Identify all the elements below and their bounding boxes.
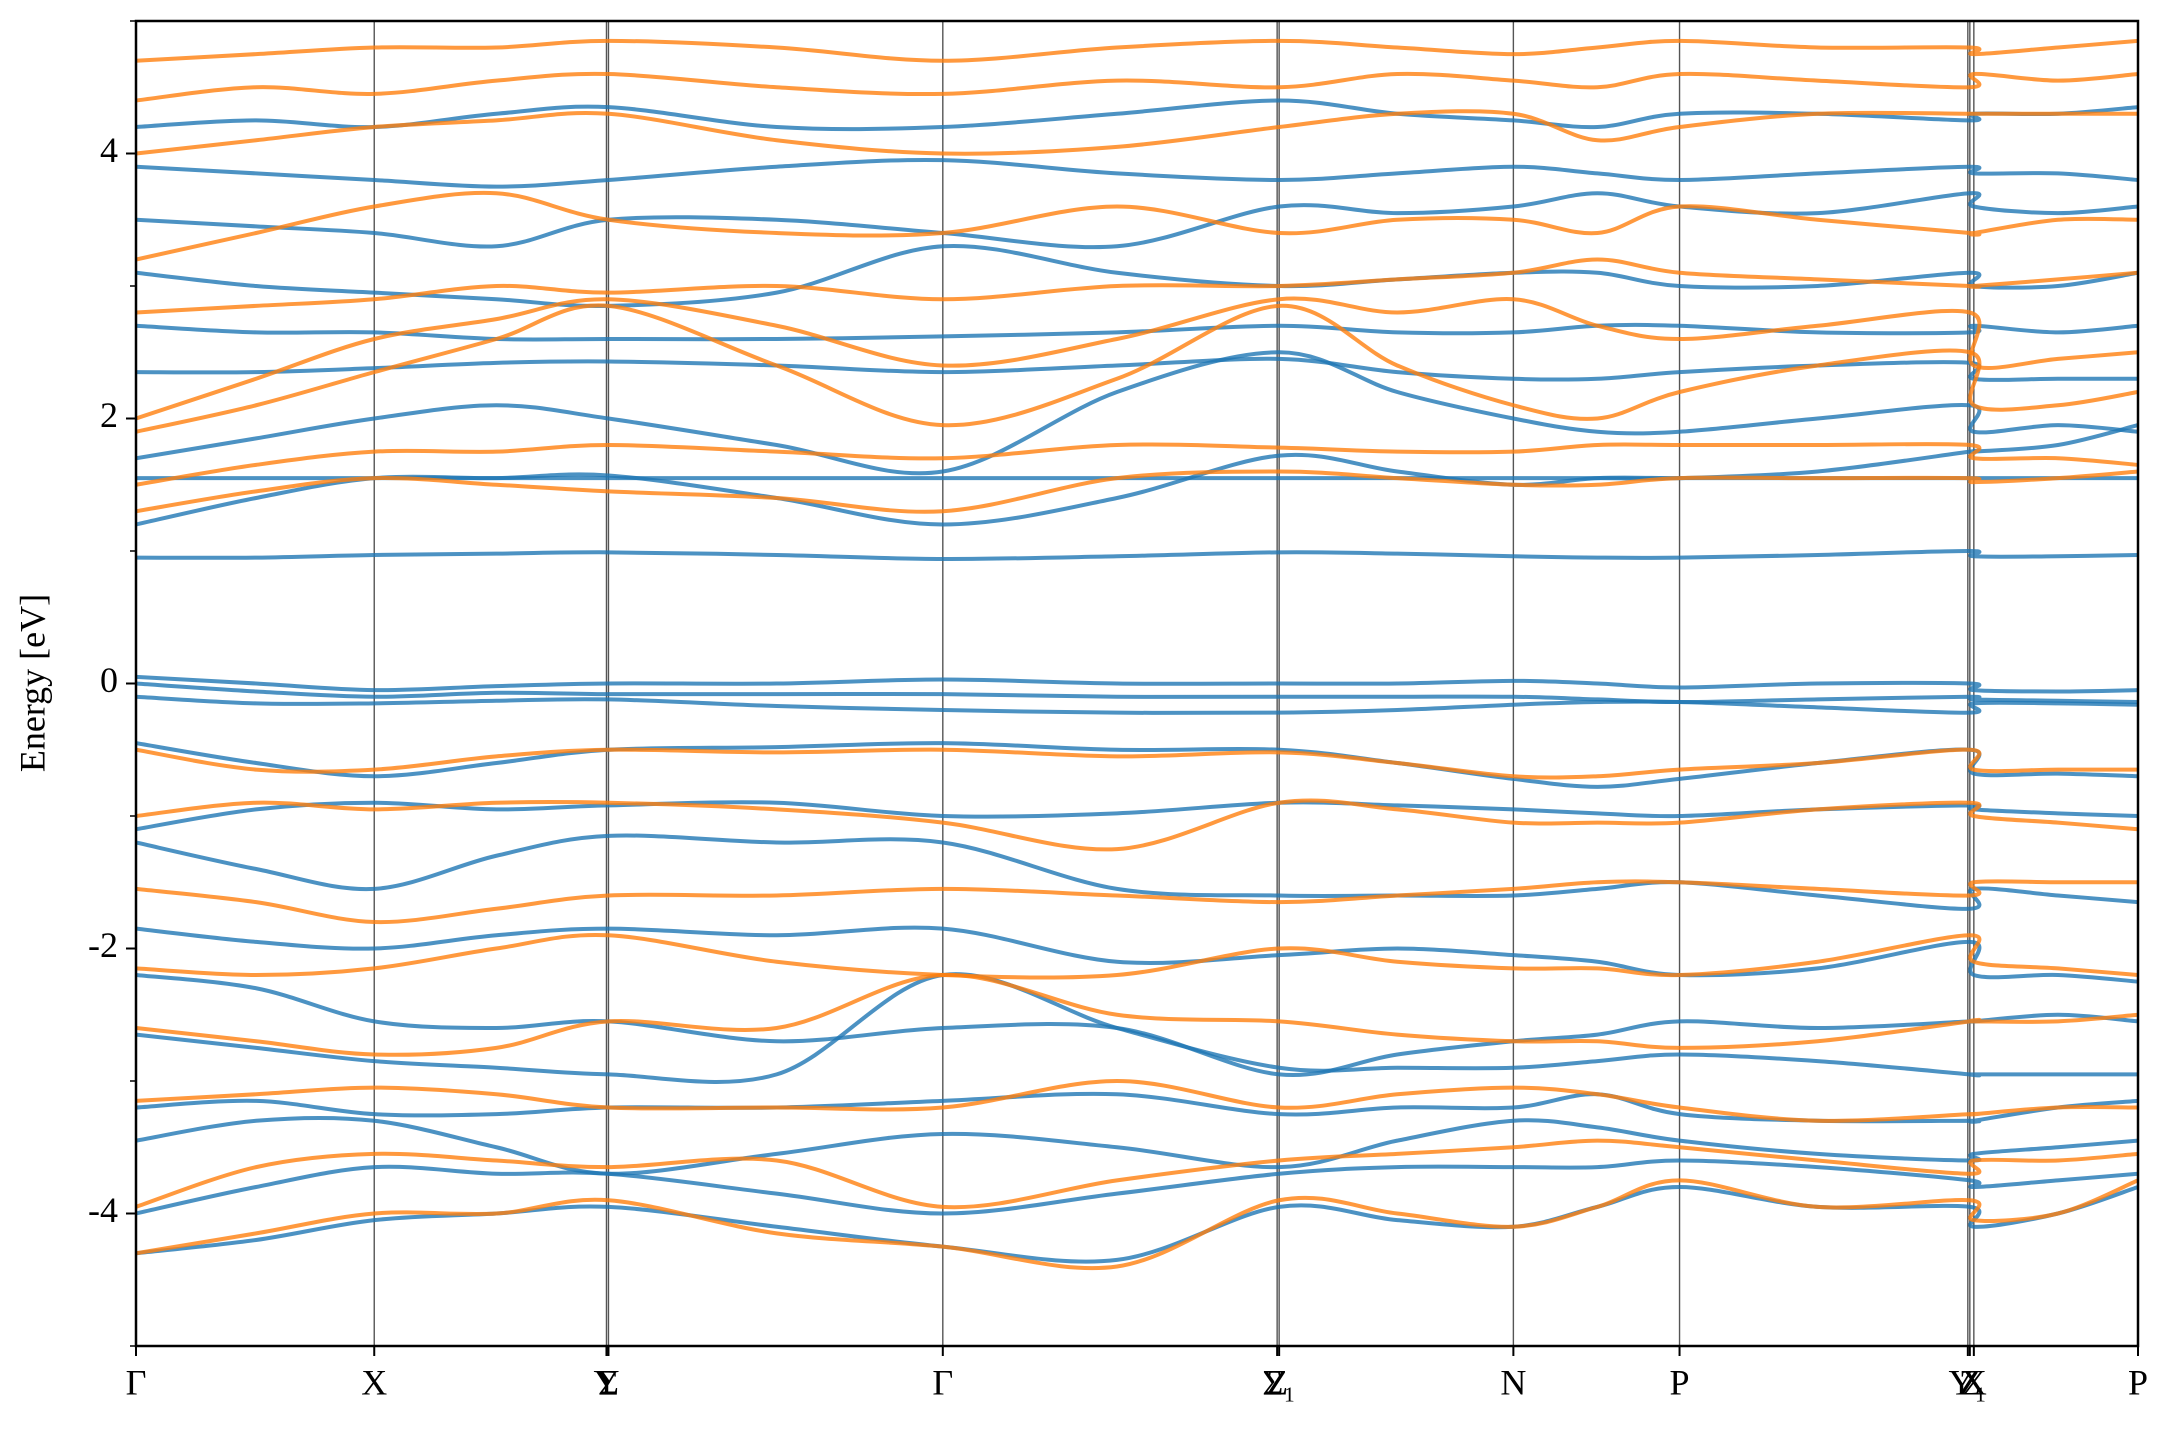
x-tick-label: Γ: [932, 1362, 953, 1402]
band-line: [136, 1158, 2138, 1216]
x-tick-label: X: [1961, 1362, 1987, 1402]
y-axis-label: Energy [eV]: [12, 594, 52, 772]
x-tick-label: Σ: [598, 1362, 619, 1402]
y-tick-label: 0: [100, 660, 118, 700]
y-tick-label: -2: [88, 925, 118, 965]
band-line: [136, 423, 2138, 481]
x-tick-label: Z: [1266, 1362, 1288, 1402]
band-line: [136, 71, 2138, 103]
x-tick-label: X: [361, 1362, 387, 1402]
band-line: [136, 747, 2138, 780]
x-tick-label: Y₁: [1949, 1362, 1988, 1402]
x-tick-label: Σ₁: [1262, 1362, 1296, 1402]
band-line: [136, 694, 2138, 715]
band-line: [136, 1178, 2138, 1271]
x-tick-label: P: [1670, 1362, 1690, 1402]
band-line: [136, 879, 2138, 925]
band-line: [136, 1079, 2138, 1123]
band-line: [136, 442, 2138, 487]
band-line: [136, 303, 2138, 434]
y-tick-label: 2: [100, 395, 118, 435]
x-tick-label: Z: [1959, 1362, 1981, 1402]
band-line: [136, 38, 2138, 63]
band-line: [136, 322, 2138, 342]
band-line: [136, 1091, 2138, 1124]
band-line: [136, 190, 2138, 262]
band-line: [136, 243, 2138, 309]
band-line: [136, 681, 2138, 705]
band-line: [136, 1138, 2138, 1210]
band-line: [136, 157, 2138, 189]
band-line: [136, 98, 2138, 132]
band-line: [136, 833, 2138, 911]
band-line: [136, 109, 2138, 156]
x-tick-label: Y: [593, 1362, 619, 1402]
band-line: [136, 925, 2138, 984]
x-tick-label: N: [1500, 1362, 1526, 1402]
band-line: [136, 350, 2138, 476]
band-line: [136, 452, 2138, 527]
band-line: [136, 548, 2138, 561]
band-line: [136, 1185, 2138, 1264]
band-line: [136, 972, 2138, 1084]
band-line: [136, 798, 2138, 852]
band-line: [136, 356, 2138, 382]
band-line: [136, 932, 2138, 980]
y-tick-label: -4: [88, 1190, 118, 1230]
band-line: [136, 469, 2138, 514]
band-line: [136, 972, 2138, 1057]
band-line: [136, 674, 2138, 694]
band-line: [136, 257, 2138, 315]
band-line: [136, 1115, 2138, 1176]
y-tick-label: 4: [100, 130, 118, 170]
x-tick-label: Γ: [126, 1362, 147, 1402]
band-line: [136, 191, 2138, 250]
band-line: [136, 973, 2138, 1078]
bands-layer: [136, 38, 2138, 1271]
band-line: [136, 296, 2138, 421]
x-tick-label: P: [2128, 1362, 2148, 1402]
